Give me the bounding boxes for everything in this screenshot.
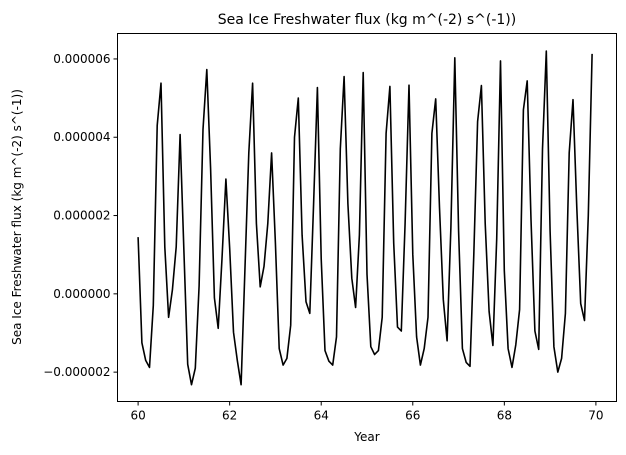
- y-axis-label: Sea Ice Freshwater flux (kg m^(-2) s^(-1…: [10, 89, 24, 345]
- y-tick-label: −0.000002: [43, 365, 110, 379]
- x-tick-label: 62: [222, 409, 237, 423]
- x-tick-label: 66: [405, 409, 420, 423]
- x-tick-label: 68: [497, 409, 512, 423]
- x-tick-label: 60: [130, 409, 145, 423]
- y-tick-label: 0.000002: [53, 209, 110, 223]
- x-tick-label: 64: [314, 409, 329, 423]
- plot-area: [137, 50, 593, 386]
- chart-title: Sea Ice Freshwater flux (kg m^(-2) s^(-1…: [218, 12, 516, 28]
- series-line: [137, 50, 593, 386]
- x-axis: 60 62 64 66 68 70: [130, 401, 604, 423]
- y-axis: −0.000002 0.000000 0.000002 0.000004 0.00000…: [43, 52, 118, 379]
- x-tick-label: 70: [588, 409, 603, 423]
- y-tick-label: 0.000006: [53, 52, 110, 66]
- x-axis-label: Year: [353, 430, 379, 444]
- y-tick-label: 0.000000: [53, 287, 110, 301]
- y-tick-label: 0.000004: [53, 130, 110, 144]
- plot-frame: [117, 33, 617, 402]
